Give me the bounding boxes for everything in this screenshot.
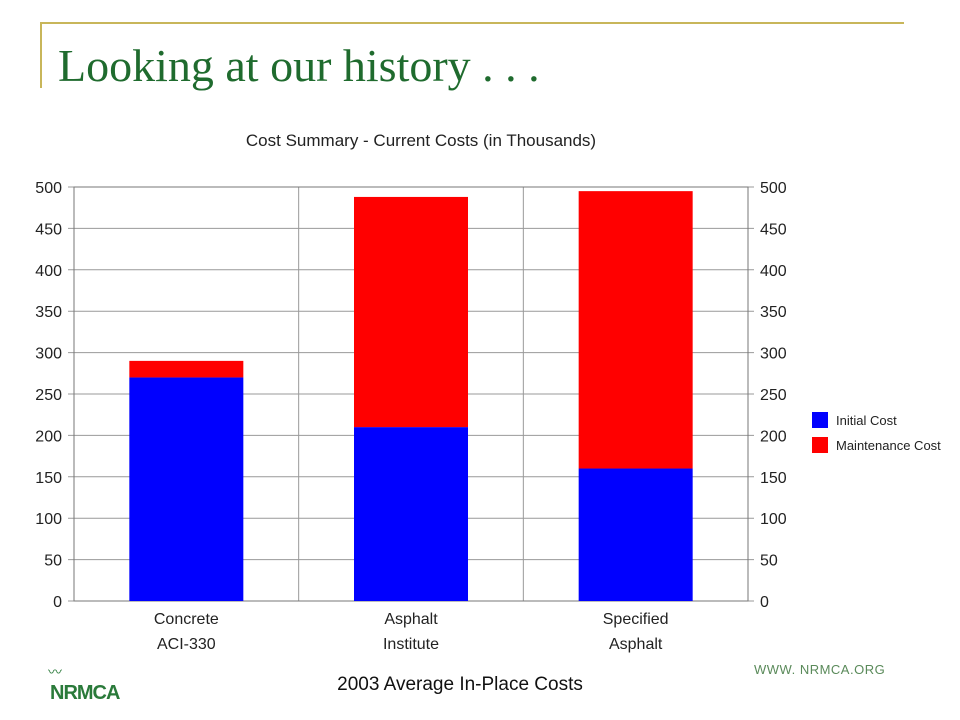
y-tick-label-left: 400 — [35, 263, 62, 280]
x-category-label: Institute — [383, 636, 439, 653]
y-tick-label-left: 150 — [35, 470, 62, 487]
y-tick-label-left: 250 — [35, 387, 62, 404]
slide-title: Looking at our history . . . — [58, 40, 540, 91]
bar-maintenance-cost — [129, 360, 244, 378]
bar-initial-cost — [578, 468, 693, 601]
legend-swatch — [812, 437, 828, 453]
y-tick-label-right: 350 — [760, 304, 787, 321]
y-tick-label-right: 400 — [760, 263, 787, 280]
y-tick-label-left: 350 — [35, 304, 62, 321]
x-category-label: Specified — [603, 611, 669, 628]
wave-icon: 〰 — [48, 665, 62, 681]
y-tick-label-right: 200 — [760, 428, 787, 445]
stacked-bar-chart: Cost Summary - Current Costs (in Thousan… — [35, 131, 941, 653]
y-tick-label-left: 100 — [35, 511, 62, 528]
top-rule-line — [40, 22, 904, 24]
x-category-label: Concrete — [154, 611, 219, 628]
y-tick-label-left: 200 — [35, 428, 62, 445]
y-tick-label-right: 450 — [760, 221, 787, 238]
left-rule-line — [40, 22, 42, 88]
y-tick-label-right: 100 — [760, 511, 787, 528]
y-tick-label-left: 450 — [35, 221, 62, 238]
legend-label: Maintenance Cost — [836, 438, 941, 453]
y-tick-label-right: 50 — [760, 553, 778, 570]
x-category-label: Asphalt — [384, 611, 438, 628]
footer-url: WWW. NRMCA.ORG — [754, 662, 886, 677]
x-category-label: ACI-330 — [157, 636, 216, 653]
x-category-label: Asphalt — [609, 636, 663, 653]
y-tick-label-right: 500 — [760, 180, 787, 197]
y-tick-label-left: 0 — [53, 594, 62, 611]
y-tick-label-left: 50 — [44, 553, 62, 570]
y-tick-label-right: 150 — [760, 470, 787, 487]
bar-maintenance-cost — [354, 196, 468, 428]
bar-initial-cost — [354, 427, 468, 601]
y-tick-label-left: 300 — [35, 346, 62, 363]
y-tick-label-right: 250 — [760, 387, 787, 404]
bar-maintenance-cost — [578, 191, 693, 469]
bar-initial-cost — [129, 377, 244, 601]
legend-label: Initial Cost — [836, 413, 897, 428]
footer-caption: 2003 Average In-Place Costs — [337, 674, 583, 695]
nrmca-logo: 〰 NRMCA — [46, 662, 126, 708]
y-tick-label-right: 0 — [760, 594, 769, 611]
y-tick-label-left: 500 — [35, 180, 62, 197]
logo-text: NRMCA — [50, 682, 120, 704]
chart-title: Cost Summary - Current Costs (in Thousan… — [246, 131, 596, 150]
y-tick-label-right: 300 — [760, 346, 787, 363]
legend-swatch — [812, 412, 828, 428]
